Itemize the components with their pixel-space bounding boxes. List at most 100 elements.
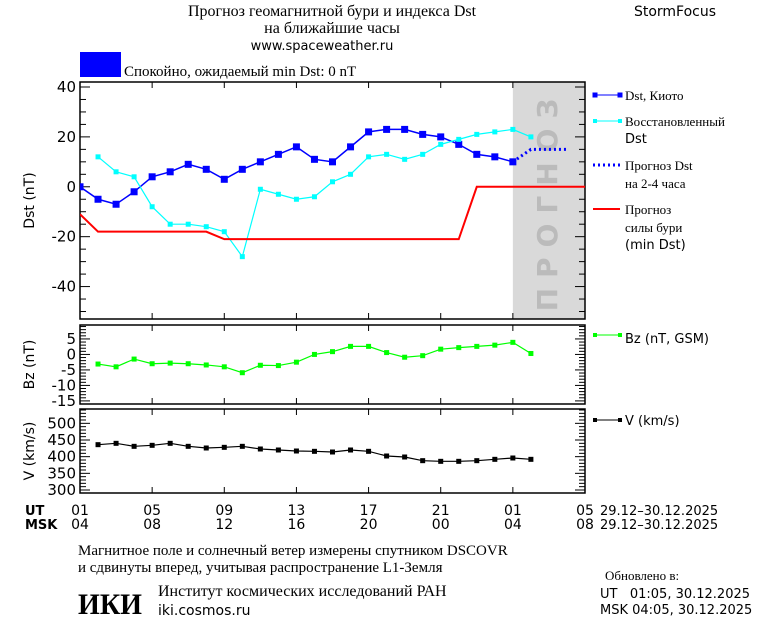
legend-bz-marker: [618, 333, 622, 337]
updated-msk: MSK 04:05, 30.12.2025: [600, 603, 752, 618]
dst-data-point: [528, 134, 534, 140]
bz-data-point: [366, 343, 372, 349]
v-data-point: [113, 440, 119, 446]
dst-series-line-2: [512, 147, 567, 164]
legend-restored-dst-marker: [593, 119, 597, 123]
legend-forecast-label-1: Прогноз Dst: [625, 158, 693, 173]
dst-data-point: [438, 141, 444, 147]
bz-data-point: [528, 351, 534, 357]
v-data-point: [167, 440, 173, 446]
institute-name: Институт космических исследований РАН: [158, 583, 447, 600]
dst-data-point: [185, 221, 191, 227]
v-data-point: [131, 443, 137, 449]
dst-data-point: [330, 179, 335, 185]
dst-data-point: [148, 173, 156, 181]
dst-data-point: [383, 125, 391, 133]
v-ytick-label: 400: [47, 448, 76, 466]
dst-ytick-label: -40: [52, 278, 77, 296]
bz-data-point: [402, 354, 408, 360]
legend-v-marker: [593, 418, 597, 422]
dst-data-point: [275, 191, 281, 197]
updated-ut: UT 01:05, 30.12.2025: [600, 587, 750, 602]
dst-data-point: [311, 194, 317, 200]
footer-note-line1: Магнитное поле и солнечный ветер измерен…: [78, 543, 508, 559]
dst-data-point: [491, 153, 499, 161]
dst-data-point: [366, 154, 372, 160]
bz-data-point: [149, 361, 155, 367]
dst-plot-frame: [79, 81, 586, 320]
dst-data-point: [365, 128, 373, 136]
bz-series-line-0: [97, 341, 532, 374]
x-tick-label-ut: 13: [288, 503, 306, 519]
bz-data-point: [167, 360, 173, 366]
bz-data-point: [257, 362, 263, 368]
bz-data-point: [420, 353, 426, 359]
legend-storm-label-3: (min Dst): [625, 238, 686, 253]
x-tick-label-msk: 08: [576, 517, 594, 533]
legend-storm-label-2: силы бури: [625, 220, 682, 235]
legend-forecast-label-2: на 2-4 часа: [625, 176, 686, 191]
dst-data-point: [347, 143, 355, 151]
source-url[interactable]: www.spaceweather.ru: [251, 39, 394, 54]
bz-data-point: [311, 351, 317, 357]
legend-restored-label-1: Восстановленный: [625, 114, 725, 129]
dst-series-line-0: [80, 128, 514, 206]
x-tick-label-ut: 21: [432, 503, 450, 519]
dst-data-point: [80, 183, 84, 191]
dst-series-line-3: [80, 185, 585, 241]
bz-ytick-label: -15: [52, 392, 77, 410]
bz-axis-label: Bz (nT): [22, 340, 38, 390]
dst-data-point: [202, 165, 210, 173]
bz-data-point: [492, 342, 498, 348]
dst-ytick-label: 40: [57, 78, 76, 96]
v-data-point: [528, 456, 534, 462]
dst-data-point: [94, 195, 102, 203]
v-data-point: [275, 447, 281, 453]
x-tick-label-ut: 01: [71, 503, 89, 519]
dst-data-point: [257, 186, 263, 192]
dst-data-point: [112, 200, 120, 208]
v-data-point: [348, 447, 354, 453]
v-axis-label: V (km/s): [22, 422, 38, 481]
bz-data-point: [113, 364, 119, 370]
footer-note-line2: и сдвинуты вперед, учитывая распростране…: [78, 560, 443, 576]
dst-data-point: [274, 150, 282, 158]
bz-data-point: [456, 345, 462, 351]
bz-data-point: [203, 362, 209, 368]
v-data-point: [95, 442, 101, 448]
dst-data-point: [239, 254, 245, 260]
status-indicator: [80, 52, 121, 77]
legend-dst-kyoto-marker: [617, 92, 623, 98]
dst-data-point: [473, 150, 481, 158]
legend-storm-label-1: Прогноз: [625, 202, 671, 217]
updated-label: Обновлено в:: [605, 568, 679, 583]
x-axis-msk-label: MSK: [25, 518, 58, 533]
x-axis-ut-dates: 29.12–30.12.2025: [600, 504, 718, 519]
dst-data-point: [420, 151, 426, 157]
dst-data-point: [419, 130, 427, 138]
v-data-point: [311, 448, 317, 454]
dst-data-point: [293, 196, 299, 202]
dst-data-point: [492, 129, 498, 135]
dst-data-point: [384, 151, 390, 157]
dst-data-point: [402, 156, 408, 162]
v-plot-frame: [79, 408, 586, 494]
bz-data-point: [293, 359, 299, 365]
x-tick-label-msk: 12: [215, 517, 233, 533]
dst-axis-label: Dst (nT): [22, 172, 38, 228]
v-data-point: [203, 445, 209, 451]
institute-site[interactable]: iki.cosmos.ru: [158, 603, 250, 619]
bz-data-point: [131, 356, 137, 362]
dst-data-point: [292, 143, 300, 151]
v-ytick-label: 500: [47, 414, 76, 432]
v-ytick-label: 300: [47, 481, 76, 499]
x-tick-label-msk: 08: [143, 517, 161, 533]
dst-ytick-label: 20: [57, 128, 76, 146]
legend-restored-label-2: Dst: [625, 132, 647, 147]
legend-v-marker: [618, 418, 622, 422]
v-data-point: [492, 456, 498, 462]
v-data-point: [293, 448, 299, 454]
bz-data-point: [239, 370, 245, 376]
brand-label: StormFocus: [634, 4, 716, 20]
v-ytick-label: 350: [47, 464, 76, 482]
